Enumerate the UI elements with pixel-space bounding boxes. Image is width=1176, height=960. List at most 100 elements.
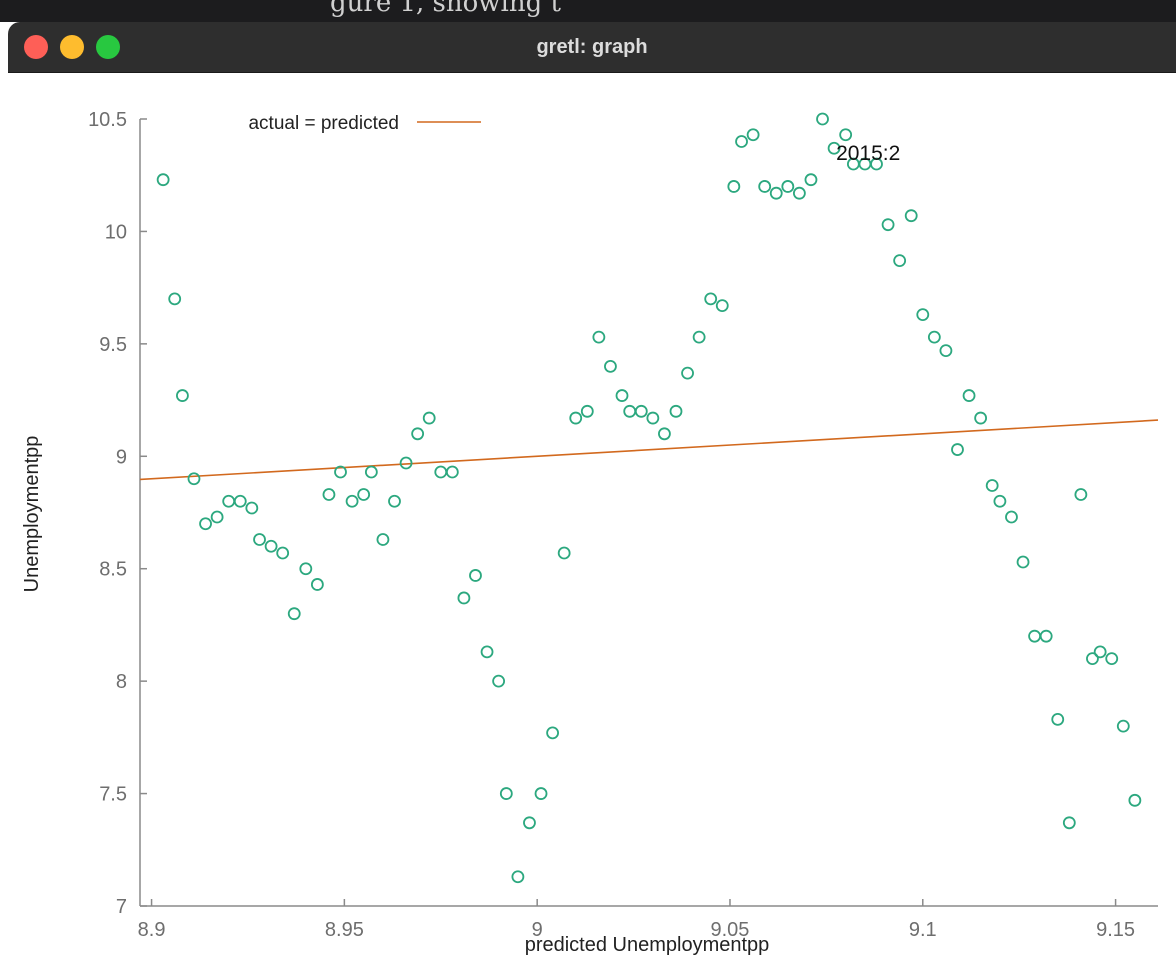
annotation-label: 2015:2 <box>836 142 900 165</box>
data-point <box>658 427 671 441</box>
data-point <box>916 308 930 322</box>
data-point <box>445 465 459 479</box>
legend-label: actual = predicted <box>248 113 399 134</box>
scatter-plot: 8.9 8.95 9 9.05 9.1 9.15 7 7.5 8 8.5 9 9.5 10 10.5 ac… <box>21 109 1159 956</box>
data-point <box>168 292 182 306</box>
data-point <box>376 533 390 546</box>
data-point <box>746 128 760 142</box>
data-point <box>156 173 170 187</box>
x-tick-label: 8.95 <box>325 919 364 941</box>
data-point <box>692 330 706 344</box>
data-point <box>569 411 583 425</box>
data-point <box>985 479 999 492</box>
data-point <box>199 517 212 531</box>
y-tick-label: 7 <box>116 896 127 918</box>
graph-window: gretl: graph 8.9 8.95 9 9.05 9.1 9.15 7 7.5 8 8.5… <box>8 22 1176 960</box>
data-point <box>222 494 236 508</box>
data-point <box>264 539 278 553</box>
data-point <box>646 411 660 425</box>
data-point <box>758 180 772 193</box>
y-tick-label: 8.5 <box>99 559 127 581</box>
data-point <box>457 591 471 605</box>
data-point <box>176 389 189 402</box>
data-point <box>615 389 629 402</box>
data-point <box>287 607 301 621</box>
x-tick-label: 9 <box>532 919 543 941</box>
data-point <box>951 443 964 456</box>
y-tick-label: 7.5 <box>99 784 127 806</box>
tick-labels: 8.9 8.95 9 9.05 9.1 9.15 7 7.5 8 8.5 9 9.5 10 10.5 <box>88 109 1135 941</box>
data-point <box>881 218 895 232</box>
data-point <box>1074 488 1088 501</box>
data-point <box>792 186 806 200</box>
y-tick-label: 8 <box>116 671 127 693</box>
data-point <box>511 870 525 884</box>
data-point <box>345 494 359 508</box>
fit-line-layer <box>139 419 1159 481</box>
data-point <box>816 112 829 126</box>
data-point <box>1105 652 1119 666</box>
x-tick-label: 8.9 <box>138 919 166 941</box>
data-point <box>480 645 494 659</box>
y-axis-label: Unemploymentpp <box>21 436 43 593</box>
data-point <box>993 494 1007 508</box>
close-window-button[interactable] <box>24 35 48 59</box>
data-point <box>893 254 907 268</box>
data-point <box>927 330 941 344</box>
data-point <box>411 427 425 441</box>
x-axis-label: predicted Unemploymentpp <box>525 934 770 956</box>
data-point <box>388 494 401 508</box>
data-point <box>781 180 795 193</box>
data-point <box>623 404 637 418</box>
x-tick-label: 9.1 <box>909 919 937 941</box>
data-point <box>299 562 313 576</box>
data-point <box>704 292 718 306</box>
data-point <box>681 366 694 380</box>
data-point <box>364 465 378 479</box>
minimize-window-button[interactable] <box>60 35 84 59</box>
data-point <box>253 533 266 546</box>
data-point <box>1062 816 1076 830</box>
y-tick-label: 9.5 <box>99 334 127 356</box>
data-point <box>469 569 482 582</box>
background-document-text: gure 1, showing t <box>330 0 561 18</box>
data-point <box>804 173 818 187</box>
data-point <box>534 787 548 800</box>
data-point <box>827 141 841 155</box>
axes <box>139 118 1158 907</box>
data-point <box>1039 629 1053 643</box>
data-point <box>962 389 976 402</box>
data-point <box>546 726 559 740</box>
data-point <box>276 546 290 560</box>
data-point <box>1086 652 1099 666</box>
data-point <box>210 510 224 524</box>
data-point <box>245 501 259 515</box>
data-point <box>870 157 883 171</box>
y-tick-label: 9 <box>116 446 127 468</box>
data-point <box>233 494 247 508</box>
legend: actual = predicted <box>248 113 481 134</box>
zoom-window-button[interactable] <box>96 35 120 59</box>
data-point <box>1028 629 1042 643</box>
data-point <box>310 578 324 591</box>
data-point <box>580 404 594 418</box>
data-point <box>523 816 536 830</box>
data-point <box>974 411 988 425</box>
data-point <box>357 488 371 501</box>
data-point <box>769 186 783 200</box>
data-point <box>904 209 918 223</box>
data-point <box>1116 719 1130 733</box>
window-title: gretl: graph <box>536 36 648 58</box>
data-point <box>1093 645 1107 659</box>
data-point <box>399 456 413 470</box>
title-bar[interactable]: gretl: graph <box>8 22 1176 73</box>
data-point <box>634 404 648 418</box>
data-point <box>1128 793 1142 807</box>
data-point <box>839 128 853 142</box>
data-point <box>187 472 201 486</box>
desktop-background-strip: gure 1, showing t <box>0 0 1176 22</box>
data-point <box>422 411 436 425</box>
data-point <box>592 330 606 344</box>
y-tick-label: 10 <box>105 221 127 243</box>
data-points <box>156 112 1142 884</box>
